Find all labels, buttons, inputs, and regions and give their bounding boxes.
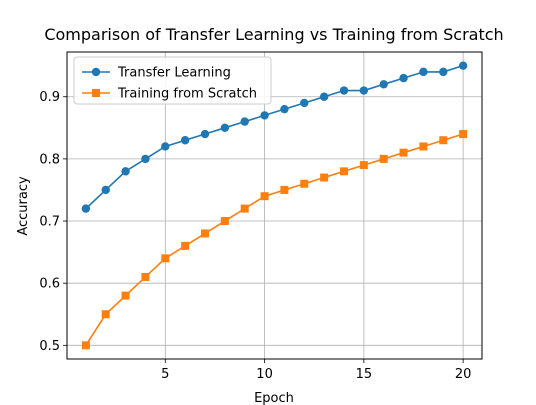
data-point-transfer-learning bbox=[458, 61, 468, 70]
data-point-training-from-scratch bbox=[220, 217, 229, 226]
data-point-training-from-scratch bbox=[320, 173, 329, 182]
data-point-training-from-scratch bbox=[161, 254, 170, 263]
data-point-transfer-learning bbox=[280, 104, 289, 114]
data-point-transfer-learning bbox=[339, 86, 349, 95]
legend-label-training-from-scratch: Training from Scratch bbox=[117, 87, 257, 102]
data-point-transfer-learning bbox=[180, 136, 190, 145]
series-training-from-scratch bbox=[81, 130, 468, 350]
legend-box bbox=[73, 56, 272, 105]
chart-title: Comparison of Transfer Learning vs Train… bbox=[44, 25, 503, 44]
data-point-transfer-learning bbox=[439, 67, 448, 77]
x-tick-label: 15 bbox=[356, 367, 373, 382]
data-point-training-from-scratch bbox=[240, 204, 249, 213]
data-point-training-from-scratch bbox=[81, 341, 90, 350]
plot-frame bbox=[66, 51, 483, 360]
x-tick-label: 20 bbox=[455, 367, 472, 382]
data-point-training-from-scratch bbox=[260, 192, 269, 201]
legend: Transfer Learning Training from Scratch bbox=[73, 56, 272, 105]
data-point-training-from-scratch bbox=[379, 154, 388, 163]
data-point-transfer-learning bbox=[141, 154, 150, 164]
x-tick-label: 10 bbox=[256, 367, 273, 382]
data-point-training-from-scratch bbox=[280, 185, 289, 194]
series-layer bbox=[81, 61, 468, 350]
data-point-training-from-scratch bbox=[141, 272, 150, 281]
series-transfer-learning bbox=[81, 61, 468, 213]
y-tick-label: 0.5 bbox=[39, 339, 60, 354]
data-point-transfer-learning bbox=[200, 129, 210, 139]
x-tick-label: 5 bbox=[161, 367, 169, 382]
data-point-transfer-learning bbox=[81, 204, 91, 213]
data-point-training-from-scratch bbox=[101, 310, 110, 319]
data-point-transfer-learning bbox=[121, 167, 130, 176]
data-point-training-from-scratch bbox=[419, 142, 428, 151]
axis-ticks: 5 10 15 20 0.5 0.6 0.7 0.8 0.9 bbox=[39, 90, 471, 382]
y-axis-label: Accuracy bbox=[16, 176, 31, 236]
data-point-training-from-scratch bbox=[399, 148, 408, 157]
y-tick-label: 0.6 bbox=[39, 277, 60, 292]
data-point-transfer-learning bbox=[220, 123, 230, 133]
data-point-transfer-learning bbox=[359, 86, 369, 95]
data-point-transfer-learning bbox=[419, 67, 428, 77]
data-point-training-from-scratch bbox=[439, 136, 448, 145]
data-point-training-from-scratch bbox=[339, 167, 348, 176]
data-point-training-from-scratch bbox=[359, 161, 368, 170]
legend-marker-training-from-scratch bbox=[92, 89, 100, 97]
data-point-transfer-learning bbox=[161, 142, 170, 151]
legend-label-transfer-learning: Transfer Learning bbox=[117, 66, 231, 81]
data-point-training-from-scratch bbox=[300, 179, 309, 188]
data-point-training-from-scratch bbox=[459, 130, 468, 139]
x-axis-label: Epoch bbox=[254, 391, 294, 405]
y-tick-label: 0.7 bbox=[39, 215, 60, 230]
data-point-training-from-scratch bbox=[121, 291, 130, 300]
data-point-training-from-scratch bbox=[201, 229, 210, 238]
y-tick-label: 0.9 bbox=[39, 90, 60, 105]
data-point-transfer-learning bbox=[379, 80, 388, 89]
data-point-transfer-learning bbox=[300, 98, 309, 108]
data-point-transfer-learning bbox=[240, 117, 249, 126]
legend-marker-transfer-learning bbox=[91, 67, 101, 77]
data-point-training-from-scratch bbox=[181, 241, 190, 250]
data-point-transfer-learning bbox=[260, 111, 269, 120]
data-point-transfer-learning bbox=[399, 73, 408, 83]
data-point-transfer-learning bbox=[101, 185, 110, 195]
y-tick-label: 0.8 bbox=[39, 152, 60, 167]
data-point-transfer-learning bbox=[319, 92, 329, 101]
